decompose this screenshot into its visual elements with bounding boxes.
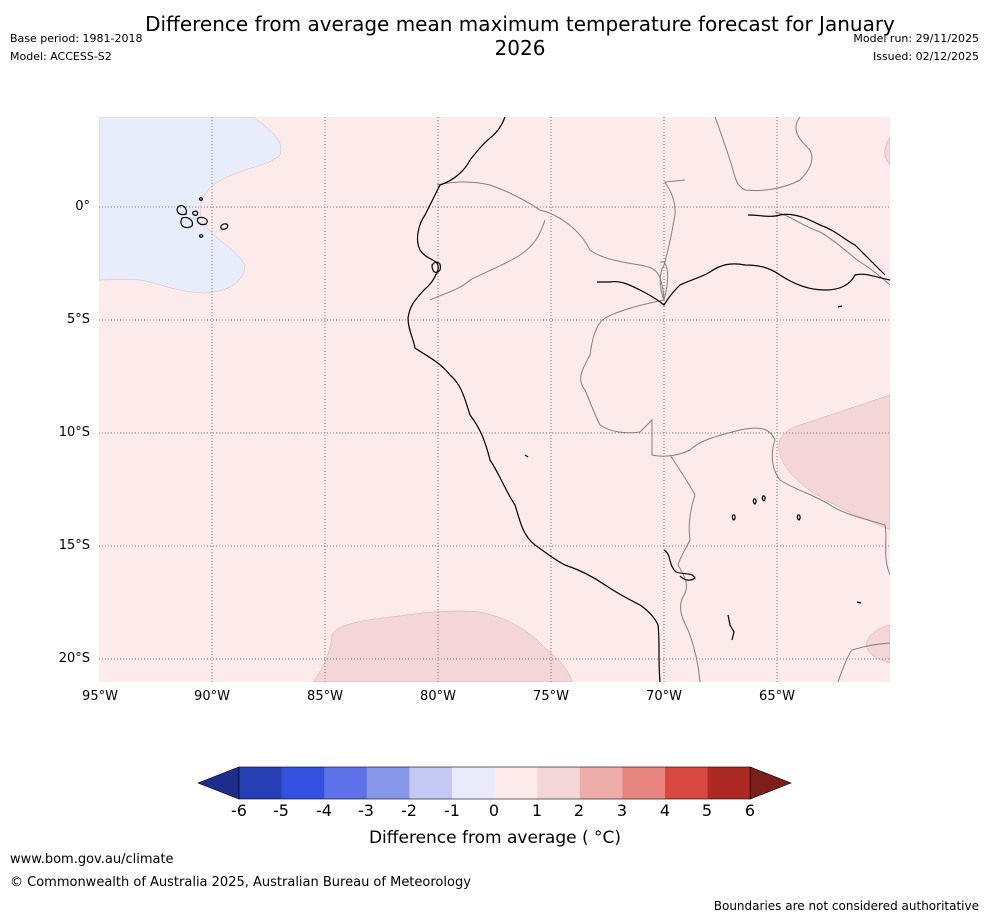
colorbar-label: Difference from average ( °C) [368,828,622,848]
colorbar-tick: -1 [444,801,460,820]
lat-label-15s: 15°S [58,538,90,553]
lon-label-85w: 85°W [307,689,343,704]
footer-url[interactable]: www.bom.gov.au/climate [10,852,174,867]
colorbar-arrow-low [197,766,240,800]
colorbar-tick: 0 [488,801,500,820]
colorbar-tick: 4 [659,801,671,820]
colorbar-tick: -6 [231,801,247,820]
lon-label-90w: 90°W [194,689,230,704]
model-name: Model: ACCESS-S2 [10,50,112,63]
colorbar-tick: 3 [616,801,628,820]
colorbar-tick: 1 [531,801,543,820]
colorbar-swatch [579,767,623,799]
lon-label-75w: 75°W [533,689,569,704]
colorbar-swatch [324,767,368,799]
colorbar-frame [238,766,751,800]
footer-disclaimer: Boundaries are not considered authoritat… [713,899,979,913]
colorbar-swatch [281,767,325,799]
meta-left: Base period: 1981-2018 Model: ACCESS-S2 [10,32,142,68]
lon-label-65w: 65°W [759,689,795,704]
colorbar-swatch [622,767,666,799]
issued-date: Issued: 02/12/2025 [872,50,979,63]
colorbar-tick: -4 [316,801,332,820]
colorbar-swatch [452,767,496,799]
chart-title: Difference from average mean maximum tem… [145,12,895,60]
colorbar-swatch [707,767,751,799]
colorbar-tick: 2 [573,801,585,820]
graticule [99,117,890,682]
warm-anomaly-region-east [778,394,890,531]
lon-label-80w: 80°W [420,689,456,704]
colorbar-swatch [239,767,283,799]
lon-label-95w: 95°W [82,689,118,704]
colorbar-swatch [366,767,410,799]
meta-right: Model run: 29/11/2025 Issued: 02/12/2025 [853,32,979,68]
lat-label-20s: 20°S [58,651,90,666]
cool-anomaly-region [99,117,282,294]
lon-label-70w: 70°W [646,689,682,704]
colorbar [197,766,792,800]
colorbar-tick: 5 [701,801,713,820]
lat-label-10s: 10°S [58,425,90,440]
colorbar-tick: -5 [273,801,289,820]
colorbar-arrow-high [749,766,792,800]
colorbar-swatch [494,767,538,799]
map-background [99,117,890,682]
model-run: Model run: 29/11/2025 [853,32,979,45]
colorbar-tick: -2 [401,801,417,820]
country-borders [429,117,890,682]
lat-label-0: 0° [75,199,90,214]
colorbar-swatch [537,767,581,799]
colorbar-swatch [409,767,453,799]
colorbar-tick: -3 [358,801,374,820]
warm-anomaly-region-northeast [884,136,890,166]
colorbar-tick: 6 [744,801,756,820]
warm-anomaly-region-south [312,610,573,682]
lat-label-5s: 5°S [66,312,90,327]
colorbar-swatch [665,767,709,799]
footer-copyright: © Commonwealth of Australia 2025, Austra… [10,875,471,890]
coastline [176,117,890,682]
base-period: Base period: 1981-2018 [10,32,143,45]
